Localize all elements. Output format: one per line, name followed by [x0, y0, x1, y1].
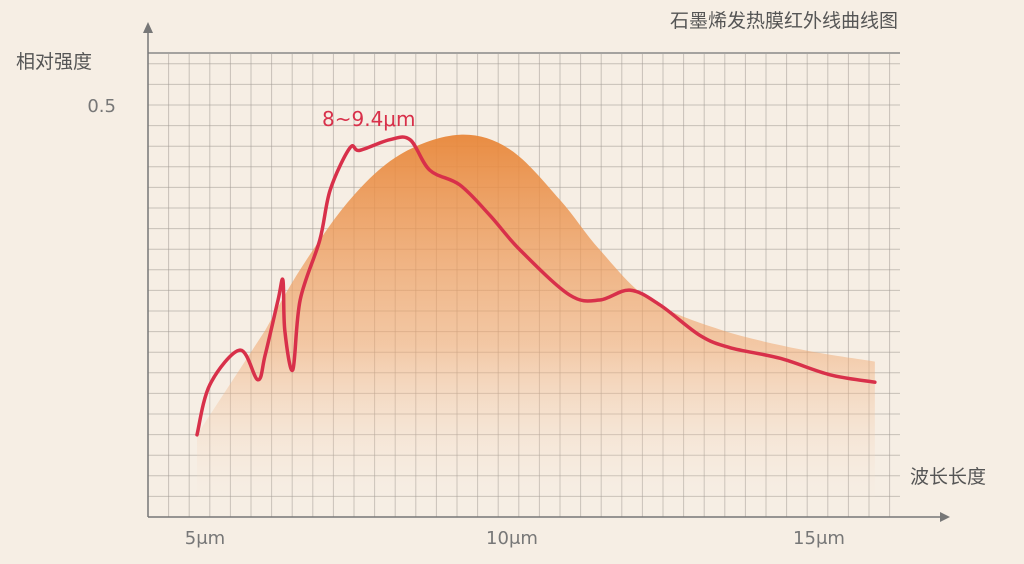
x-tick-label: 15μm — [793, 528, 845, 549]
chart-title: 石墨烯发热膜红外线曲线图 — [670, 10, 898, 32]
area-series — [197, 134, 875, 518]
line-series — [195, 135, 877, 437]
x-axis-arrow — [940, 512, 950, 522]
x-tick-label: 10μm — [486, 528, 538, 549]
y-axis-arrow — [143, 22, 153, 33]
y-tick-label: 0.5 — [87, 96, 116, 117]
x-tick-label: 5μm — [185, 528, 225, 549]
peak-annotation: 8~9.4μm — [322, 107, 416, 131]
x-axis-label: 波长长度 — [910, 466, 986, 488]
y-axis-label: 相对强度 — [16, 51, 92, 73]
